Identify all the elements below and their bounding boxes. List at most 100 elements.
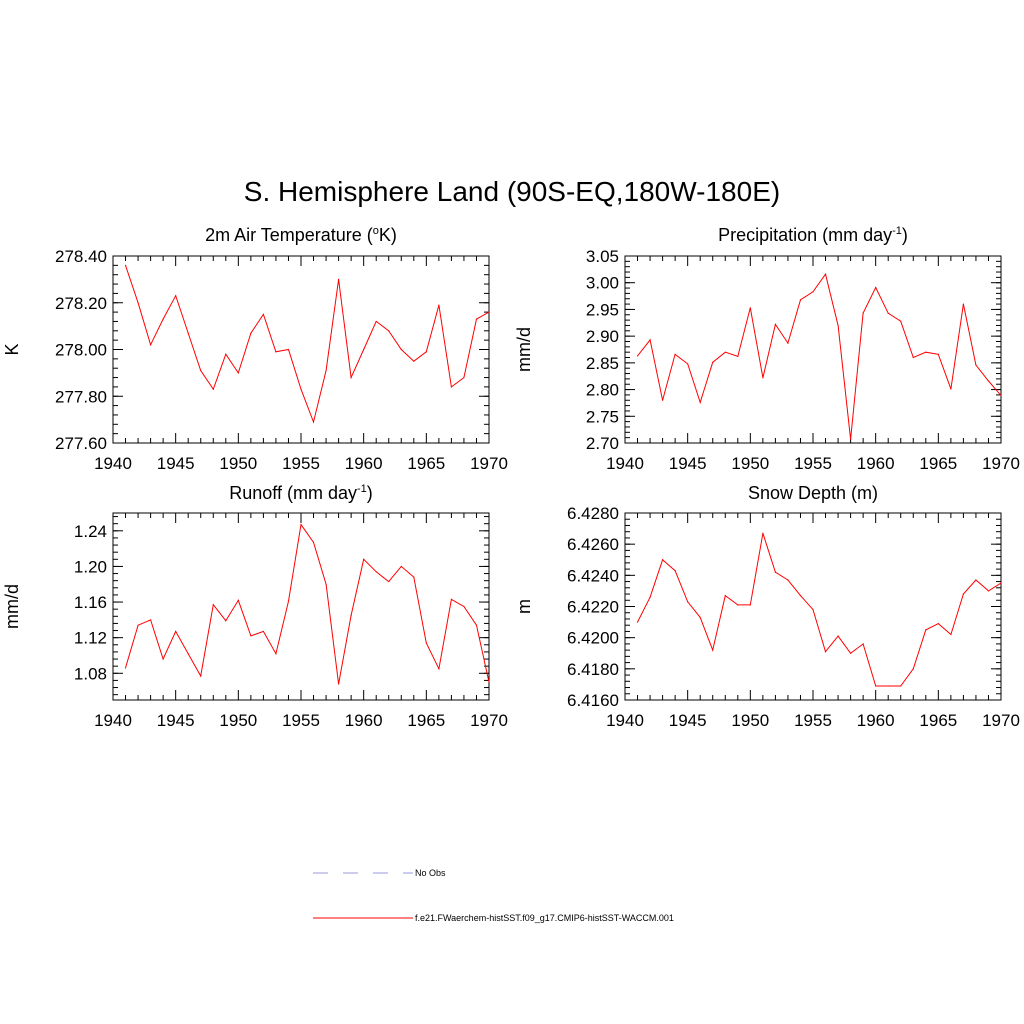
- y-axis-label-snow-depth: m: [514, 599, 534, 614]
- data-point-temperature: [275, 351, 277, 353]
- data-point-precipitation: [850, 438, 852, 440]
- data-point-temperature: [124, 264, 127, 266]
- y-tick-label: 1.12: [74, 629, 107, 648]
- data-point-snow-depth: [662, 559, 664, 561]
- data-point-snow-depth: [824, 651, 827, 653]
- data-point-precipitation: [812, 291, 814, 293]
- panel-frame-snow-depth: [624, 512, 1002, 701]
- y-tick-label: 2.70: [586, 434, 619, 453]
- data-point-precipitation: [950, 388, 952, 390]
- data-point-runoff: [237, 599, 239, 601]
- y-tick-label: 1.24: [74, 522, 107, 541]
- data-point-precipitation: [749, 307, 751, 309]
- data-point-snow-depth: [799, 594, 802, 597]
- data-point-temperature: [312, 421, 315, 423]
- y-tick-label: 6.4220: [567, 598, 619, 617]
- panel-title-temperature: 2m Air Temperature (oK): [205, 225, 397, 245]
- y-tick-label: 2.90: [586, 327, 619, 346]
- data-point-temperature: [388, 330, 390, 332]
- data-point-precipitation: [662, 399, 664, 401]
- data-point-runoff: [262, 630, 264, 633]
- x-tick-label: 1960: [857, 711, 895, 730]
- data-point-runoff: [250, 635, 252, 637]
- data-point-runoff: [425, 642, 427, 644]
- data-point-snow-depth: [649, 596, 651, 598]
- data-point-temperature: [438, 304, 440, 306]
- data-point-temperature: [325, 369, 327, 372]
- data-point-precipitation: [887, 312, 889, 314]
- legend-model-label: f.e21.FWaerchem-histSST.f09_g17.CMIP6-hi…: [415, 913, 674, 923]
- data-point-runoff: [463, 605, 465, 608]
- panel-frame-temperature: [112, 255, 490, 444]
- data-point-precipitation: [762, 377, 764, 379]
- data-point-runoff: [388, 580, 390, 583]
- panel-title-snow-depth: Snow Depth (m): [748, 483, 878, 503]
- panel-frame-precipitation: [624, 255, 1002, 444]
- y-tick-label: 6.4180: [567, 660, 619, 679]
- data-point-snow-depth: [987, 590, 990, 592]
- data-point-precipitation: [900, 320, 902, 322]
- data-point-precipitation: [824, 273, 827, 275]
- x-tick-label: 1950: [219, 711, 257, 730]
- data-point-runoff: [175, 630, 177, 633]
- data-point-precipitation: [925, 351, 927, 353]
- x-tick-label: 1965: [407, 711, 445, 730]
- y-tick-label: 2.95: [586, 300, 619, 319]
- x-tick-label: 1940: [606, 454, 644, 473]
- data-point-precipitation: [987, 380, 990, 382]
- data-point-snow-depth: [674, 570, 676, 572]
- x-tick-label: 1945: [669, 711, 707, 730]
- y-tick-label: 2.80: [586, 381, 619, 400]
- x-tick-label: 1955: [794, 711, 832, 730]
- data-point-temperature: [363, 348, 365, 351]
- data-point-temperature: [212, 388, 214, 390]
- data-point-snow-depth: [912, 668, 914, 670]
- x-tick-label: 1945: [669, 454, 707, 473]
- data-point-temperature: [162, 318, 164, 320]
- y-tick-label: 278.40: [55, 247, 107, 266]
- x-tick-label: 1950: [731, 711, 769, 730]
- data-point-runoff: [187, 653, 189, 655]
- x-tick-label: 1970: [470, 711, 508, 730]
- data-point-runoff: [287, 600, 290, 602]
- data-point-precipitation: [737, 355, 739, 358]
- data-point-snow-depth: [900, 685, 902, 687]
- data-point-precipitation: [649, 339, 651, 341]
- x-tick-label: 1955: [794, 454, 832, 473]
- data-point-snow-depth: [749, 604, 751, 606]
- data-point-precipitation: [674, 353, 676, 355]
- x-tick-label: 1970: [982, 711, 1020, 730]
- data-point-precipitation: [687, 363, 689, 365]
- data-point-temperature: [375, 320, 377, 323]
- data-point-temperature: [425, 351, 427, 353]
- data-point-snow-depth: [812, 609, 814, 611]
- data-point-runoff: [363, 558, 365, 560]
- data-point-precipitation: [799, 299, 802, 301]
- panel-title-runoff: Runoff (mm day-1): [229, 483, 373, 503]
- data-point-precipitation: [975, 364, 977, 366]
- data-point-runoff: [488, 681, 490, 683]
- data-point-precipitation: [1000, 394, 1002, 397]
- data-point-precipitation: [774, 323, 777, 325]
- data-point-precipitation: [837, 324, 839, 327]
- series-line-precipitation: [637, 273, 1002, 440]
- y-tick-label: 1.08: [74, 664, 107, 683]
- x-tick-label: 1945: [157, 454, 195, 473]
- y-tick-label: 2.85: [586, 354, 619, 373]
- data-point-runoff: [150, 619, 152, 621]
- data-point-temperature: [400, 348, 402, 351]
- data-point-precipitation: [862, 312, 864, 314]
- x-tick-label: 1970: [470, 454, 508, 473]
- data-point-snow-depth: [1000, 582, 1002, 584]
- data-point-runoff: [212, 604, 214, 606]
- data-point-runoff: [438, 668, 440, 670]
- figure-title: S. Hemisphere Land (90S-EQ,180W-180E): [244, 176, 780, 207]
- data-point-precipitation: [724, 351, 726, 353]
- y-tick-label: 3.05: [586, 247, 619, 266]
- data-point-runoff: [225, 620, 227, 622]
- y-tick-label: 3.00: [586, 274, 619, 293]
- x-tick-label: 1950: [731, 454, 769, 473]
- y-tick-label: 6.4200: [567, 629, 619, 648]
- data-point-snow-depth: [975, 579, 977, 581]
